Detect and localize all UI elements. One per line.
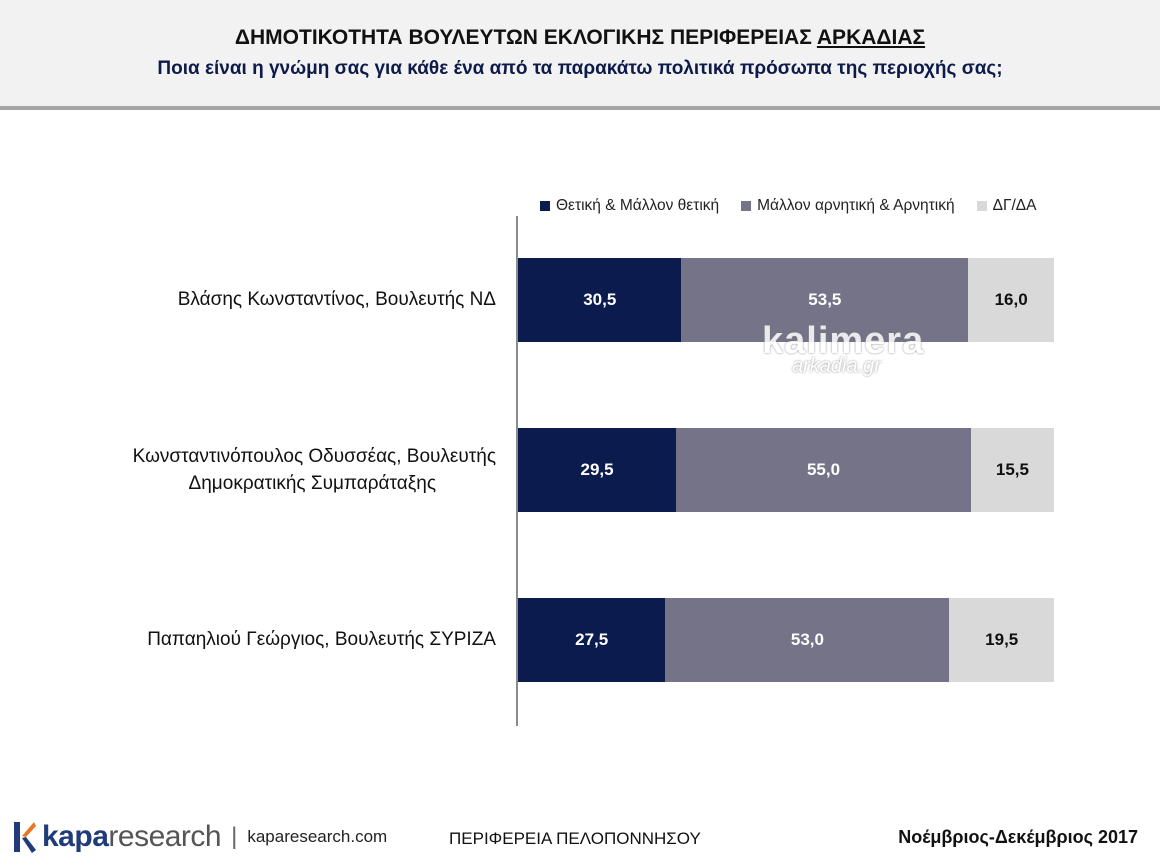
- footer-region: ΠΕΡΙΦΕΡΕΙΑ ΠΕΛΟΠΟΝΝΗΣΟΥ: [449, 829, 701, 848]
- data-label: 53,5: [808, 290, 842, 309]
- data-label: 15,5: [995, 460, 1029, 479]
- header: ΔΗΜΟΤΙΚΟΤΗΤΑ ΒΟΥΛΕΥΤΩΝ ΕΚΛΟΓΙΚΗΣ ΠΕΡΙΦΕΡ…: [0, 0, 1160, 110]
- bar-segment: 30,5: [518, 258, 682, 342]
- watermark: kalimera arkadia.gr: [762, 320, 924, 378]
- bar-segment: 29,5: [518, 428, 677, 512]
- chart-title: ΔΗΜΟΤΙΚΟΤΗΤΑ ΒΟΥΛΕΥΤΩΝ ΕΚΛΟΓΙΚΗΣ ΠΕΡΙΦΕΡ…: [0, 26, 1160, 50]
- footer-url: kaparesearch.com: [247, 827, 388, 846]
- data-label: 30,5: [583, 290, 617, 309]
- kapa-logo-icon: [14, 820, 36, 854]
- legend: Θετική & Μάλλον θετική Μάλλον αρνητική & …: [540, 196, 1059, 216]
- bar-segment: 27,5: [518, 598, 666, 682]
- title-main: ΔΗΜΟΤΙΚΟΤΗΤΑ ΒΟΥΛΕΥΤΩΝ ΕΚΛΟΓΙΚΗΣ ΠΕΡΙΦΕΡ…: [234, 26, 817, 49]
- footer-logo: kaparesearch | kaparesearch.com: [14, 820, 387, 854]
- bar-segment: 55,0: [676, 428, 971, 512]
- data-label: 19,5: [985, 630, 1019, 649]
- bar-segment: 15,5: [970, 428, 1054, 512]
- bar-segment: 19,5: [949, 598, 1054, 682]
- legend-swatch: [540, 201, 550, 211]
- category-label: Παπαηλιού Γεώργιος, Βουλευτής ΣΥΡΙΖΑ: [147, 629, 496, 650]
- legend-item: ΔΓ/ΔΑ: [976, 197, 1037, 215]
- legend-swatch: [741, 201, 752, 211]
- legend-item: Μάλλον αρνητική & Αρνητική: [741, 197, 955, 215]
- bar-segment: 16,0: [968, 258, 1054, 342]
- chart-subtitle: Ποια είναι η γνώμη σας για κάθε ένα από …: [157, 58, 1003, 79]
- watermark-line2: arkadia.gr: [792, 355, 881, 377]
- category-label: Βλάσης Κωνσταντίνος, Βουλευτής ΝΔ: [177, 289, 496, 310]
- watermark-line1: kalimera: [762, 320, 925, 362]
- data-label: 16,0: [994, 290, 1028, 309]
- logo-bold: kapa: [42, 820, 109, 853]
- y-axis-line: [516, 216, 518, 726]
- data-label: 53,0: [790, 630, 824, 649]
- data-label: 29,5: [580, 460, 614, 479]
- logo-light: research: [108, 820, 222, 853]
- legend-swatch: [976, 201, 987, 211]
- legend-label: Μάλλον αρνητική & Αρνητική: [757, 197, 955, 214]
- category-label: Κωνσταντινόπουλος Οδυσσέας, Βουλευτής Δημ…: [132, 446, 496, 494]
- logo-separator: |: [231, 823, 238, 850]
- data-label: 55,0: [806, 460, 841, 479]
- footer-date: Νοέμβριος-Δεκέμβριος 2017: [898, 827, 1138, 847]
- logo-wordmark: kaparesearch: [42, 820, 222, 854]
- data-label: 27,5: [575, 630, 609, 649]
- legend-label: ΔΓ/ΔΑ: [992, 197, 1037, 214]
- title-region: ΑΡΚΑΔΙΑΣ: [816, 26, 926, 49]
- legend-label: Θετική & Μάλλον θετική: [556, 197, 720, 214]
- bar-segment: 53,0: [665, 598, 950, 682]
- bar-segment: 53,5: [681, 258, 969, 342]
- legend-item: Θετική & Μάλλον θετική: [540, 197, 719, 215]
